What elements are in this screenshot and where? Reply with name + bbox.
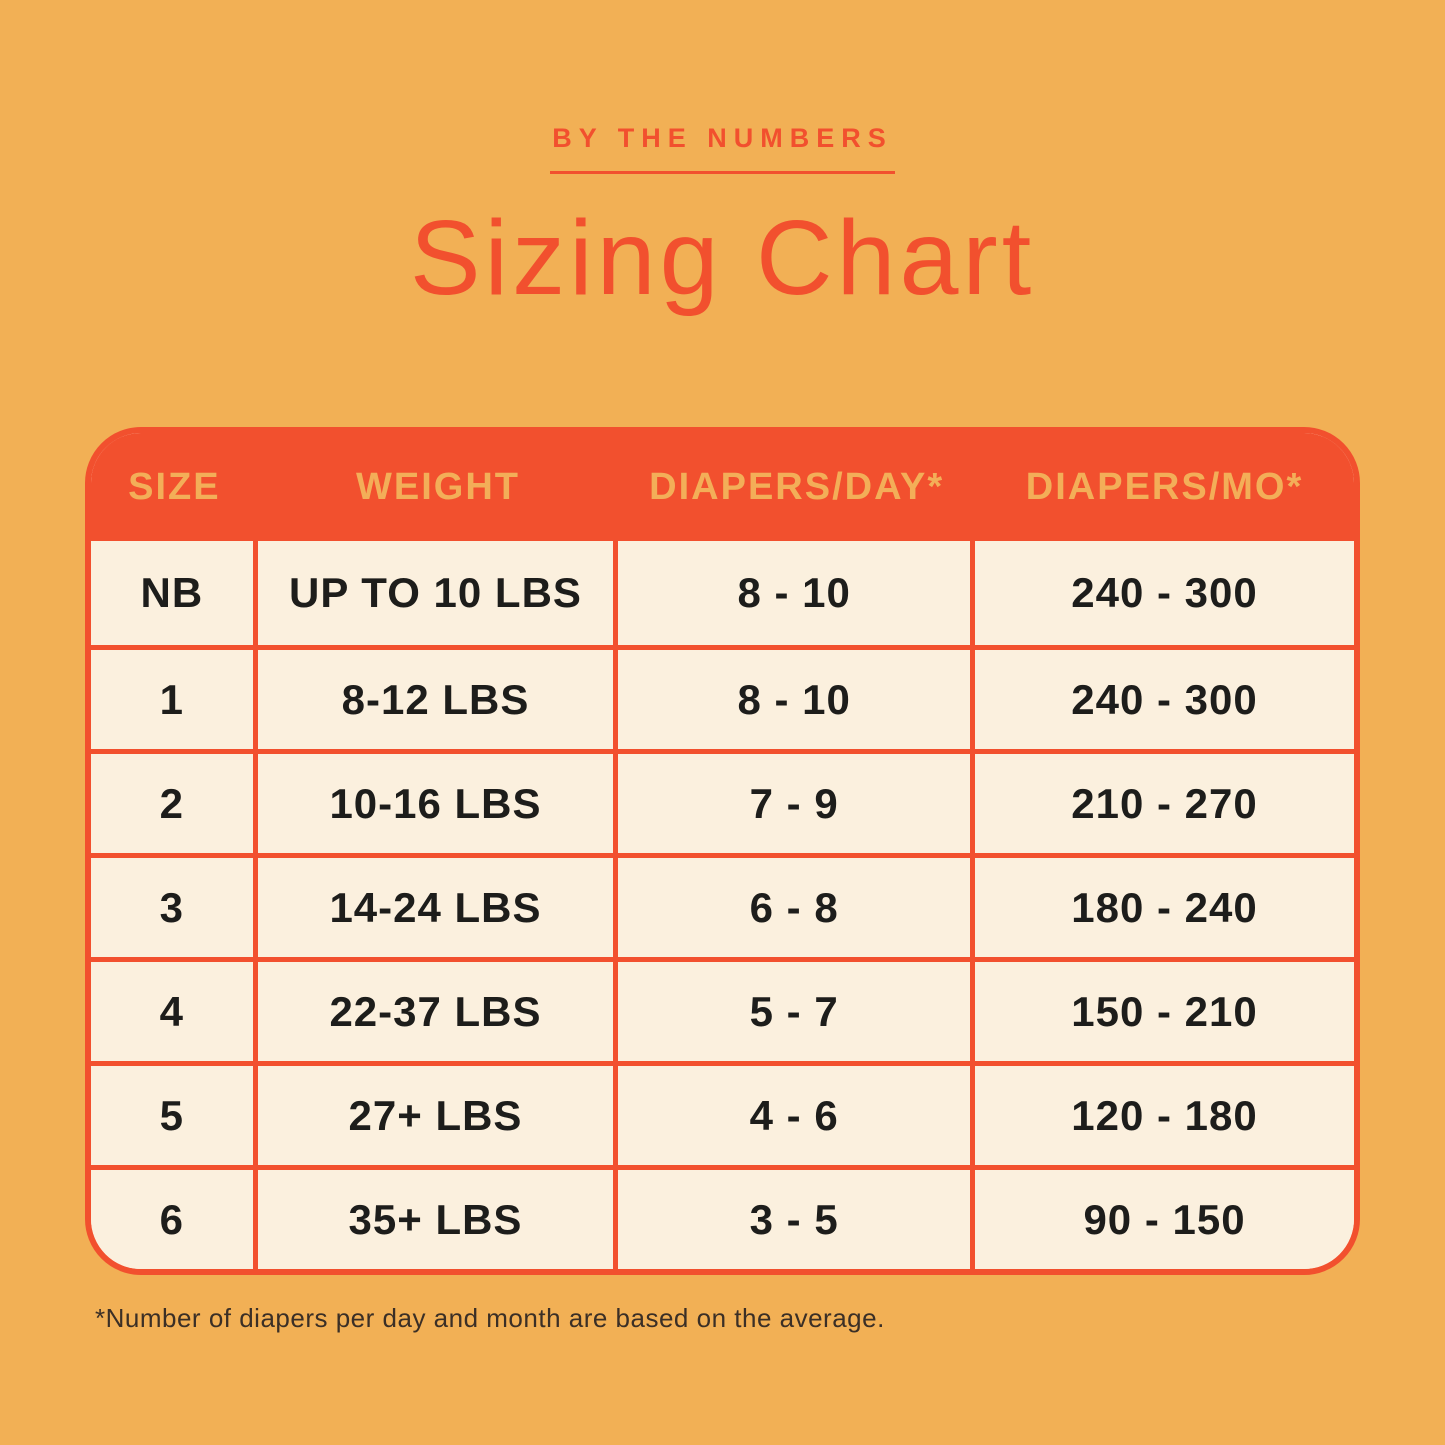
cell-weight: 10-16 LBS — [258, 754, 619, 853]
table-row-1: 1 8-12 LBS 8 - 10 240 - 300 — [91, 645, 1354, 749]
cell-weight: 8-12 LBS — [258, 650, 619, 749]
cell-diapers-day: 5 - 7 — [618, 962, 976, 1061]
cell-diapers-mo: 180 - 240 — [1071, 883, 1258, 931]
column-header-diapers-day: DIAPERS/DAY* — [649, 465, 945, 508]
cell-diapers-mo: 240 - 300 — [1071, 569, 1258, 616]
cell-size: 2 — [91, 754, 258, 853]
cell-size: 6 — [91, 1170, 258, 1269]
table-row-2: 2 10-16 LBS 7 - 9 210 - 270 — [91, 749, 1354, 853]
eyebrow-underline — [550, 171, 895, 174]
page-title: Sizing Chart — [409, 199, 1036, 317]
cell-diapers-day: 4 - 6 — [618, 1066, 976, 1165]
cell-size: 5 — [91, 1066, 258, 1165]
sizing-table: SIZE WEIGHT DIAPERS/DAY* DIAPERS/MO* NB … — [85, 427, 1360, 1275]
cell-diapers-mo: 210 - 270 — [1071, 779, 1258, 827]
cell-diapers-day: 7 - 9 — [618, 754, 976, 853]
cell-size: NB — [91, 541, 258, 645]
cell-diapers-day: 8 - 10 — [618, 650, 976, 749]
cell-weight: 22-37 LBS — [258, 962, 619, 1061]
heading-block: BY THE NUMBERS Sizing Chart — [0, 0, 1445, 317]
cell-diapers-day: 3 - 5 — [618, 1170, 976, 1269]
table-body: NB UP TO 10 LBS 8 - 10 240 - 300 1 8-12 … — [91, 541, 1354, 1269]
table-header-row: SIZE WEIGHT DIAPERS/DAY* DIAPERS/MO* — [91, 433, 1354, 541]
cell-weight: 27+ LBS — [258, 1066, 619, 1165]
eyebrow-label: BY THE NUMBERS — [552, 123, 893, 153]
cell-weight: 14-24 LBS — [258, 858, 619, 957]
column-header-size: SIZE — [128, 465, 221, 508]
table-row-nb: NB UP TO 10 LBS 8 - 10 240 - 300 — [91, 541, 1354, 645]
table-row-3: 3 14-24 LBS 6 - 8 180 - 240 — [91, 853, 1354, 957]
cell-diapers-mo: 150 - 210 — [1071, 987, 1258, 1035]
cell-size: 1 — [91, 650, 258, 749]
cell-diapers-mo: 240 - 300 — [1071, 675, 1258, 723]
table-row-4: 4 22-37 LBS 5 - 7 150 - 210 — [91, 957, 1354, 1061]
table-row-5: 5 27+ LBS 4 - 6 120 - 180 — [91, 1061, 1354, 1165]
footnote: *Number of diapers per day and month are… — [95, 1303, 885, 1333]
cell-diapers-day: 6 - 8 — [618, 858, 976, 957]
table-row-6: 6 35+ LBS 3 - 5 90 - 150 — [91, 1165, 1354, 1269]
cell-weight: 35+ LBS — [258, 1170, 619, 1269]
column-header-diapers-mo: DIAPERS/MO* — [1025, 465, 1304, 508]
column-header-weight: WEIGHT — [356, 465, 520, 508]
cell-weight: UP TO 10 LBS — [258, 541, 619, 645]
cell-size: 3 — [91, 858, 258, 957]
cell-diapers-day: 8 - 10 — [618, 541, 976, 645]
cell-diapers-mo: 120 - 180 — [1071, 1091, 1258, 1139]
cell-size: 4 — [91, 962, 258, 1061]
cell-diapers-mo: 90 - 150 — [1083, 1195, 1246, 1243]
